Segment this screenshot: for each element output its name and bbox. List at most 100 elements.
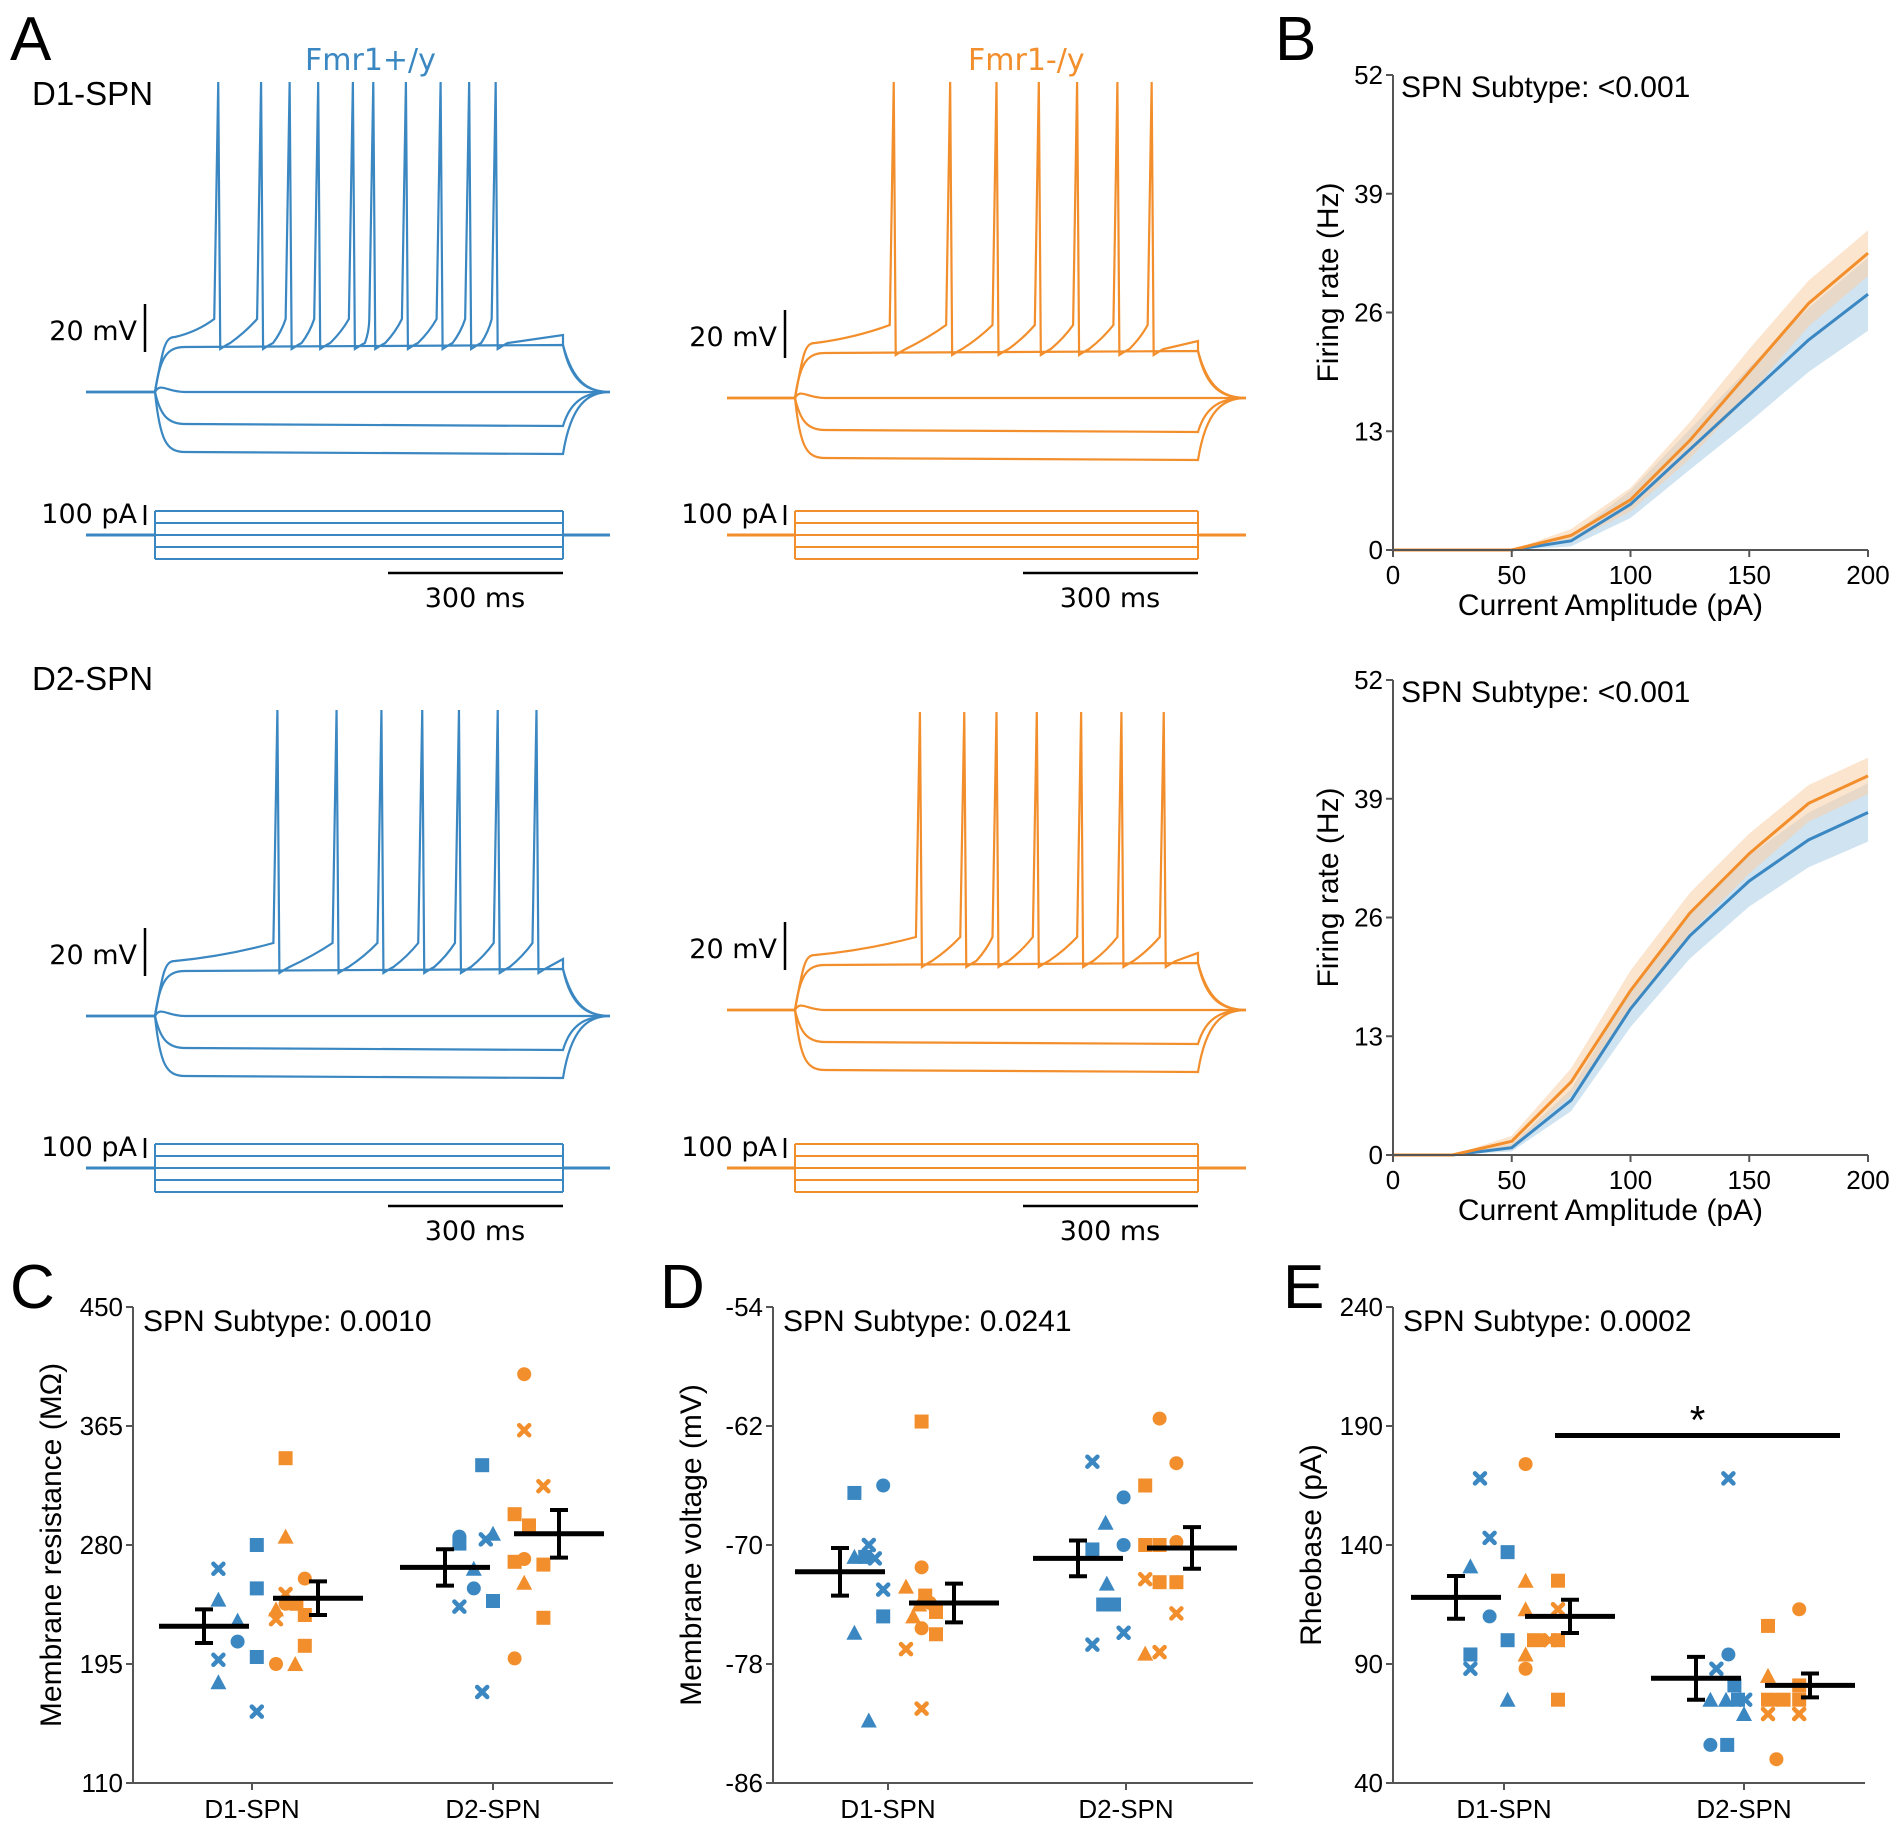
marker-triangle bbox=[1137, 1645, 1154, 1661]
y-tick-label: 190 bbox=[1340, 1411, 1383, 1441]
marker-circle bbox=[914, 1560, 929, 1575]
marker-cross bbox=[1116, 1625, 1131, 1641]
y-tick-label: 26 bbox=[1354, 298, 1383, 328]
panel-letter-b: B bbox=[1275, 5, 1316, 74]
x-tick-label: 0 bbox=[1386, 560, 1400, 590]
trace-panel-d2_wt: 20 mV 100 pA 300 ms bbox=[41, 709, 611, 1247]
trace-panel-d1_ko: 20 mV 100 pA 300 ms bbox=[681, 81, 1247, 614]
marker-square bbox=[1152, 1575, 1167, 1590]
trace-panels: 20 mV 100 pA 300 ms 20 mV 100 pA 300 ms 20 mV 1… bbox=[41, 81, 1247, 1247]
marker-square bbox=[847, 1485, 862, 1500]
x-axis-label: Current Amplitude (pA) bbox=[1458, 589, 1763, 622]
trace-panel-d2_ko: 20 mV 100 pA 300 ms bbox=[681, 711, 1247, 1247]
marker-square bbox=[1727, 1678, 1742, 1693]
group-points-1 bbox=[898, 1414, 943, 1716]
marker-cross bbox=[1463, 1661, 1478, 1677]
marker-cross bbox=[867, 1551, 883, 1566]
voltage-sweep bbox=[86, 390, 611, 456]
voltage-sweep bbox=[86, 1010, 610, 1018]
sem-band-ko bbox=[1393, 230, 1868, 551]
current-scale-label: 100 pA bbox=[41, 1132, 137, 1163]
x-tick-label: 150 bbox=[1728, 560, 1771, 590]
scatter-plot-D: -86 -78 -70 -62 -54 D1-SPN D2-SPN Membrane volt… bbox=[675, 1292, 1253, 1824]
marker-cross bbox=[1472, 1471, 1488, 1486]
marker-square bbox=[475, 1458, 490, 1473]
marker-triangle bbox=[1499, 1691, 1516, 1707]
voltage-sweep bbox=[727, 396, 1247, 462]
marker-triangle bbox=[1517, 1646, 1534, 1662]
marker-square bbox=[1551, 1692, 1565, 1707]
chart-title: SPN Subtype: 0.0241 bbox=[783, 1305, 1072, 1338]
voltage-sweep bbox=[86, 1014, 611, 1052]
time-scale-label: 300 ms bbox=[1060, 1216, 1161, 1247]
y-tick-label: 39 bbox=[1354, 179, 1383, 209]
voltage-sweep bbox=[86, 709, 611, 1018]
x-tick-label: 100 bbox=[1609, 560, 1652, 590]
marker-square bbox=[249, 1581, 264, 1596]
voltage-sweep bbox=[727, 711, 1247, 1012]
scatter-plots: 110 195 280 365 450 D1-SPN D2-SPN Membrane resi… bbox=[35, 1292, 1865, 1824]
marker-square bbox=[1169, 1575, 1184, 1590]
marker-triangle bbox=[1760, 1667, 1776, 1683]
marker-triangle bbox=[1462, 1558, 1479, 1574]
marker-triangle bbox=[1098, 1575, 1115, 1591]
marker-cross bbox=[1550, 1602, 1566, 1617]
series-line-wt bbox=[1393, 811, 1869, 1157]
panel-letter-a: A bbox=[10, 5, 52, 74]
marker-cross bbox=[211, 1561, 226, 1577]
x-tick-label: 200 bbox=[1846, 560, 1889, 590]
sem-band-ko bbox=[1393, 757, 1868, 1155]
marker-square bbox=[452, 1536, 467, 1551]
marker-triangle bbox=[287, 1656, 304, 1671]
y-axis-label: Firing rate (Hz) bbox=[1312, 182, 1345, 382]
marker-square bbox=[1792, 1692, 1807, 1707]
y-axis-label: Membrane voltage (mV) bbox=[675, 1384, 708, 1706]
panel-letter-c: C bbox=[10, 1253, 55, 1322]
x-tick-label: 100 bbox=[1609, 1165, 1652, 1195]
time-scale-label: 300 ms bbox=[425, 583, 526, 614]
current-scale-label: 100 pA bbox=[681, 1132, 777, 1163]
marker-cross bbox=[1085, 1637, 1100, 1652]
marker-cross bbox=[1085, 1454, 1100, 1469]
marker-cross bbox=[875, 1582, 891, 1597]
marker-circle bbox=[269, 1657, 283, 1671]
marker-square bbox=[522, 1518, 536, 1533]
x-tick-label: D2-SPN bbox=[1696, 1794, 1791, 1824]
marker-triangle bbox=[485, 1525, 501, 1541]
marker-cross bbox=[1791, 1706, 1807, 1722]
current-scale-label: 100 pA bbox=[41, 499, 137, 530]
marker-cross bbox=[249, 1704, 265, 1719]
y-tick-label: 280 bbox=[80, 1530, 123, 1560]
marker-circle bbox=[517, 1552, 532, 1566]
marker-square bbox=[536, 1610, 551, 1625]
marker-circle bbox=[1703, 1737, 1718, 1752]
voltage-sweep bbox=[86, 81, 611, 394]
marker-circle bbox=[876, 1478, 891, 1493]
sem-band-wt bbox=[1393, 783, 1868, 1155]
y-tick-label: 52 bbox=[1354, 60, 1383, 90]
x-tick-label: D1-SPN bbox=[1456, 1794, 1551, 1824]
marker-square bbox=[486, 1594, 500, 1608]
voltage-sweep bbox=[727, 396, 1247, 434]
fi-curve-plots: 0 13 26 39 52 0 50 100 150 200 Current Amplitude (… bbox=[1312, 60, 1890, 1227]
time-scale-label: 300 ms bbox=[1060, 583, 1161, 614]
voltage-sweep bbox=[86, 390, 611, 428]
voltage-scale-label: 20 mV bbox=[689, 934, 777, 965]
y-tick-label: 450 bbox=[80, 1292, 123, 1322]
group-points-2 bbox=[1085, 1454, 1131, 1652]
marker-circle bbox=[517, 1367, 532, 1382]
y-tick-label: 140 bbox=[1340, 1530, 1383, 1560]
chart-title: SPN Subtype: <0.001 bbox=[1401, 676, 1690, 709]
condition-label-ko: Fmr1-/y bbox=[968, 43, 1085, 78]
group-points-0 bbox=[846, 1478, 891, 1728]
voltage-sweep bbox=[727, 81, 1247, 400]
marker-square bbox=[1776, 1692, 1791, 1707]
x-tick-label: 200 bbox=[1846, 1165, 1889, 1195]
marker-square bbox=[1085, 1542, 1100, 1557]
y-tick-label: 195 bbox=[80, 1649, 123, 1679]
marker-square bbox=[1551, 1633, 1565, 1648]
group-points-0 bbox=[210, 1538, 265, 1719]
marker-circle bbox=[1482, 1609, 1497, 1624]
marker-square bbox=[929, 1604, 943, 1619]
